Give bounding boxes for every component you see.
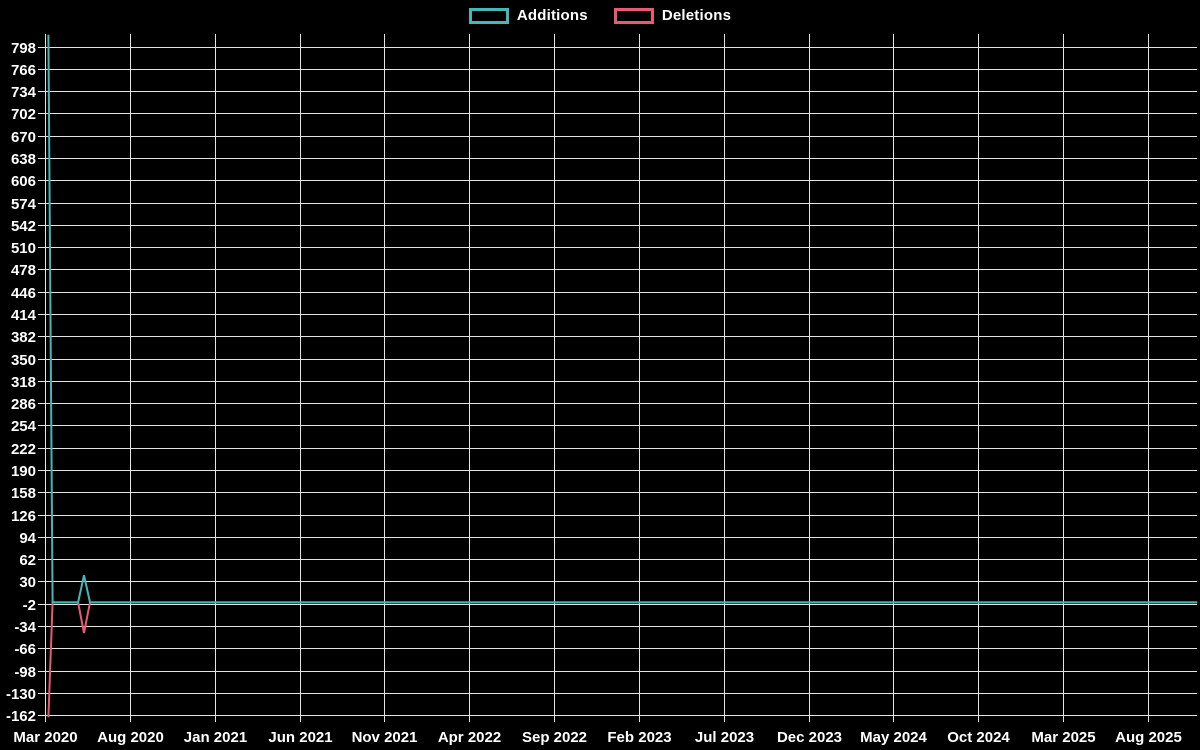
y-tick-label: 446 [11, 285, 36, 302]
legend-label-deletions: Deletions [661, 7, 732, 24]
chart-legend: Additions Deletions [0, 7, 1200, 24]
legend-label-additions: Additions [516, 7, 588, 24]
y-tick-label: 30 [19, 574, 36, 591]
y-tick-label: 190 [11, 463, 36, 480]
y-tick-label: 62 [19, 552, 36, 569]
y-tick-label: 574 [11, 196, 37, 213]
y-tick-label: -34 [14, 619, 36, 636]
y-tick-label: -98 [14, 664, 36, 681]
x-tick-label: May 2024 [860, 729, 927, 746]
x-tick-label: Oct 2024 [947, 729, 1010, 746]
x-tick-label: Mar 2025 [1031, 729, 1095, 746]
x-tick-label: Mar 2020 [13, 729, 77, 746]
additions-swatch-icon [468, 7, 509, 24]
x-tick-label: Apr 2022 [438, 729, 501, 746]
legend-item-deletions[interactable]: Deletions [613, 7, 732, 24]
deletions-line [47, 601, 1198, 718]
legend-item-additions[interactable]: Additions [468, 7, 588, 24]
y-tick-label: 670 [11, 129, 36, 146]
deletions-swatch-icon [613, 7, 654, 24]
x-tick-label: Aug 2025 [1115, 729, 1182, 746]
y-tick-label: 254 [11, 418, 37, 435]
x-tick-label: Sep 2022 [522, 729, 587, 746]
x-tick-label: Nov 2021 [352, 729, 418, 746]
y-tick-label: -130 [6, 686, 36, 703]
y-tick-label: 638 [11, 151, 36, 168]
y-tick-label: 286 [11, 396, 36, 413]
y-tick-label: 766 [11, 62, 36, 79]
y-tick-label: 510 [11, 240, 36, 257]
y-tick-label: 222 [11, 441, 36, 458]
y-tick-label: -66 [14, 641, 36, 658]
y-tick-label: -162 [6, 708, 36, 725]
x-tick-label: Jun 2021 [268, 729, 332, 746]
y-tick-label: 94 [19, 530, 36, 547]
additions-line [47, 34, 1198, 604]
y-tick-label: 126 [11, 508, 36, 525]
y-tick-label: 798 [11, 40, 36, 57]
y-tick-label: 414 [11, 307, 37, 324]
y-tick-label: 606 [11, 173, 36, 190]
y-tick-label: 382 [11, 329, 36, 346]
x-tick-label: Dec 2023 [777, 729, 842, 746]
y-tick-label: 702 [11, 106, 36, 123]
y-tick-label: 734 [11, 84, 37, 101]
y-tick-label: 350 [11, 352, 36, 369]
y-tick-label: 318 [11, 374, 36, 391]
y-tick-label: -2 [23, 597, 36, 614]
y-tick-label: 478 [11, 262, 36, 279]
x-tick-label: Jan 2021 [184, 729, 247, 746]
x-tick-label: Jul 2023 [695, 729, 754, 746]
y-tick-label: 158 [11, 485, 36, 502]
x-tick-label: Feb 2023 [607, 729, 671, 746]
y-tick-label: 542 [11, 218, 36, 235]
x-tick-label: Aug 2020 [97, 729, 164, 746]
